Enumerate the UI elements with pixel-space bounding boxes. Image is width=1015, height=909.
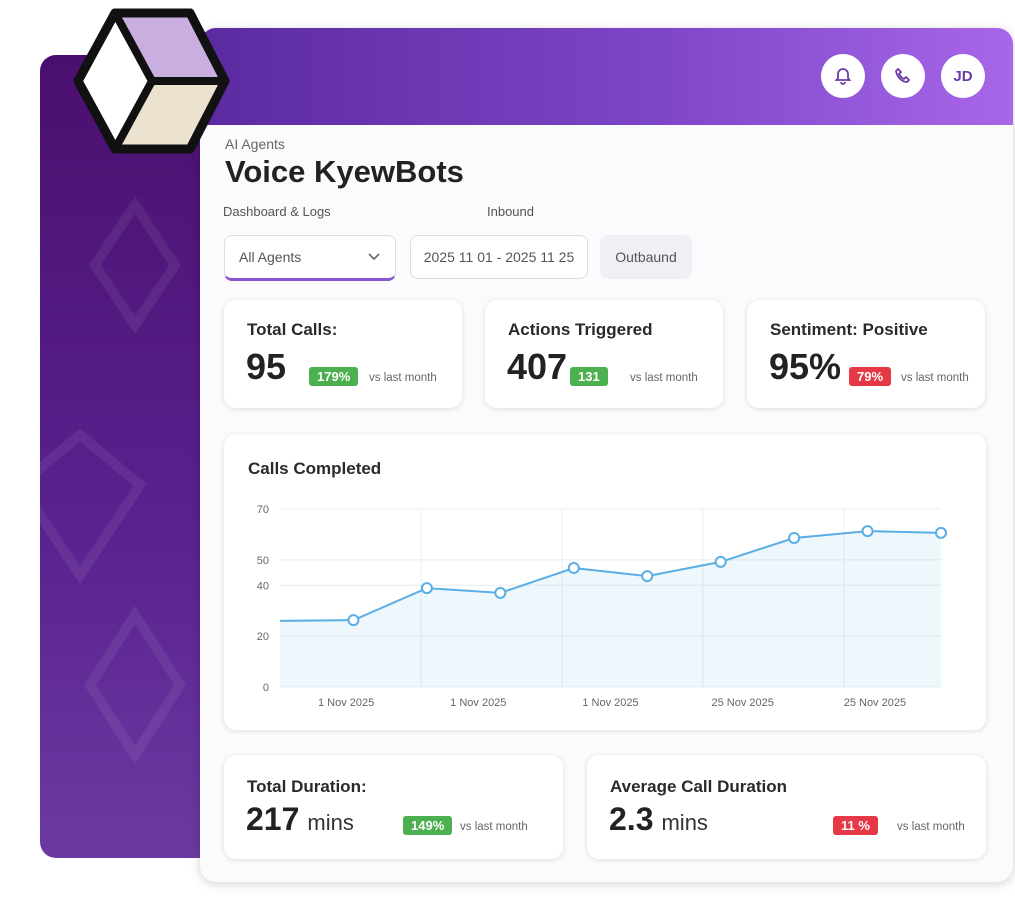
duration-note: vs last month [460,821,528,833]
notifications-button[interactable] [821,54,865,98]
point [347,614,360,627]
area-fill [280,531,941,687]
stat-badge: 131 [570,367,608,386]
duration-value: 217 [246,801,300,837]
stat-label: Total Calls: [247,320,338,339]
duration-unit: mins [307,810,354,835]
phone-icon [895,68,910,83]
y-tick-label: 0 [263,682,269,694]
tab[interactable]: Inbound [487,204,534,219]
top-bar [200,28,1013,125]
dashboard-window: JD AI Agents Voice KyewBots Dashboard & … [200,28,1013,882]
stat-label: Sentiment: Positive [770,320,928,339]
line-chart: Calls Completed 0 20 40 50 70 1 Nov 2025 1 Nov… [248,459,947,709]
point [714,555,727,568]
duration-card: Average Call Duration 2.3 mins 11 % vs last … [587,755,986,859]
eyebrow: AI Agents [225,136,285,152]
x-tick-label: 1 Nov 2025 [450,697,506,709]
line [279,530,942,622]
stat-value: 95 [246,346,287,387]
duration-label: Total Duration: [247,777,367,796]
stat-card: Sentiment: Positive 95% 79% vs last month [747,300,985,408]
y-tick-label: 70 [257,504,269,516]
y-tick-label: 40 [257,580,269,592]
direction-button[interactable]: Outbaund [600,235,692,279]
y-tick-label: 50 [257,555,269,567]
avatar[interactable]: JD [941,54,985,98]
agent-select[interactable]: All Agents [224,235,396,281]
duration-label: Average Call Duration [610,777,787,796]
tab[interactable]: Dashboard & Logs [223,204,331,219]
stat-note: vs last month [630,372,698,384]
stat-card: Total Calls: 95 179% vs last month [224,300,462,408]
stat-note: vs last month [901,372,969,384]
stat-label: Actions Triggered [508,320,653,339]
chart-title: Calls Completed [248,459,381,478]
stat-value: 95% [769,346,842,387]
stat-badge: 179% [309,367,359,386]
stat-note: vs last month [369,372,437,384]
y-tick-label: 20 [257,631,269,643]
stat-value: 407 [507,346,568,387]
agent-select-value: All Agents [239,249,302,265]
duration-value-row: 2.3 mins [609,801,708,838]
chart-card: Calls Completed 0 20 40 50 70 1 Nov 2025 1 Nov… [224,434,986,730]
stat-badge: 79% [849,367,892,386]
duration-unit: mins [661,810,708,835]
bell-icon [834,68,852,85]
x-tick-label: 25 Nov 2025 [712,697,774,709]
stat-card: Actions Triggered 407 131 vs last month [485,300,723,408]
panel-pattern [40,195,186,765]
x-tick-label: 1 Nov 2025 [318,697,374,709]
x-tick-label: 25 Nov 2025 [844,697,906,709]
point [567,561,580,574]
logo-cube [73,8,230,154]
point [935,526,947,539]
x-tick-label: 1 Nov 2025 [582,697,638,709]
duration-card: Total Duration: 217 mins 149% vs last month [224,755,563,859]
duration-badge: 149% [403,816,453,835]
page-title: Voice KyewBots [225,154,464,189]
duration-badge: 11 % [833,816,878,835]
chevron-icon [368,253,380,261]
duration-value-row: 217 mins [246,801,354,838]
call-button[interactable] [881,54,925,98]
point [420,582,433,595]
duration-note: vs last month [897,821,965,833]
point [494,586,507,599]
duration-value: 2.3 [609,801,654,837]
point [641,570,654,583]
date-range[interactable]: 2025 11 01 - 2025 11 25 [410,235,588,279]
point [788,531,801,544]
point [861,525,874,538]
